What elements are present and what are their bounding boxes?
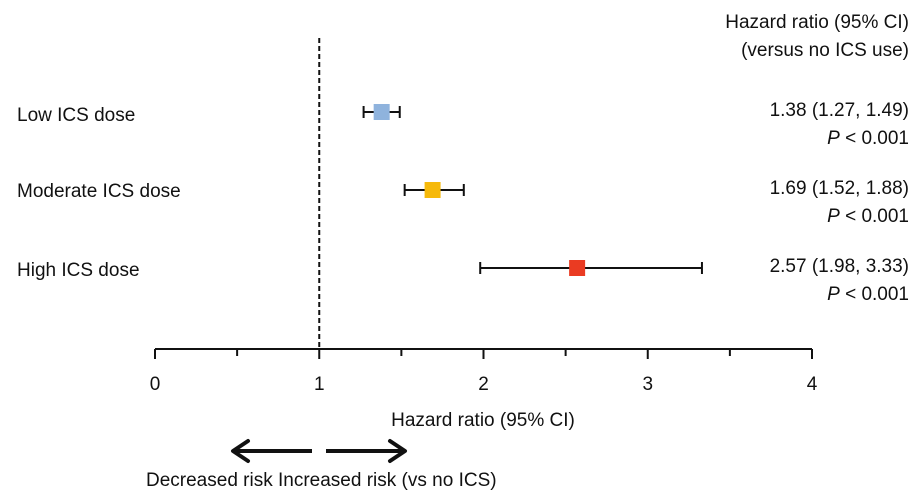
row-label-high: High ICS dose	[17, 260, 140, 281]
decreased-risk-arrow-head	[231, 439, 250, 463]
pvalue-low: P < 0.001	[827, 128, 909, 150]
p-symbol-low: P	[827, 128, 840, 149]
ci-value-high: (1.98, 3.33)	[811, 256, 909, 277]
result-moderate: 1.69 (1.52, 1.88)	[770, 178, 909, 200]
p-text-high: < 0.001	[845, 284, 909, 305]
p-symbol-moderate: P	[827, 206, 840, 227]
increased-risk-arrow-head	[388, 439, 407, 463]
x-tick-label: 4	[807, 374, 818, 395]
hr-value-high: 2.57	[769, 256, 807, 277]
ci-value-low: (1.27, 1.49)	[811, 100, 909, 121]
result-high: 2.57 (1.98, 3.33)	[770, 256, 909, 278]
row-label-low: Low ICS dose	[17, 105, 136, 126]
x-tick-label: 0	[150, 374, 161, 395]
p-symbol-high: P	[827, 284, 840, 305]
hr-point-marker	[373, 104, 390, 120]
hr-value-low: 1.38	[769, 100, 807, 121]
p-text-moderate: < 0.001	[845, 206, 909, 227]
pvalue-moderate: P < 0.001	[827, 206, 909, 228]
x-tick-label: 3	[642, 374, 653, 395]
p-text-low: < 0.001	[845, 128, 909, 149]
hr-point-marker	[424, 182, 441, 198]
x-axis-label: Hazard ratio (95% CI)	[391, 410, 575, 431]
x-tick-label: 2	[478, 374, 489, 395]
result-low: 1.38 (1.27, 1.49)	[770, 100, 909, 122]
increased-risk-label: Increased risk (vs no ICS)	[278, 470, 497, 491]
pvalue-high: P < 0.001	[827, 284, 909, 306]
result-column-header-line2: (versus no ICS use)	[741, 40, 909, 61]
decreased-risk-label: Decreased risk	[146, 470, 273, 491]
row-label-moderate: Moderate ICS dose	[17, 181, 181, 202]
result-column-header-line1: Hazard ratio (95% CI)	[725, 12, 909, 33]
ci-value-moderate: (1.52, 1.88)	[811, 178, 909, 199]
hr-point-marker	[569, 260, 586, 276]
x-tick-label: 1	[314, 374, 325, 395]
hr-value-moderate: 1.69	[769, 178, 807, 199]
direction-labels: Decreased risk Increased risk (vs no ICS…	[146, 470, 497, 492]
